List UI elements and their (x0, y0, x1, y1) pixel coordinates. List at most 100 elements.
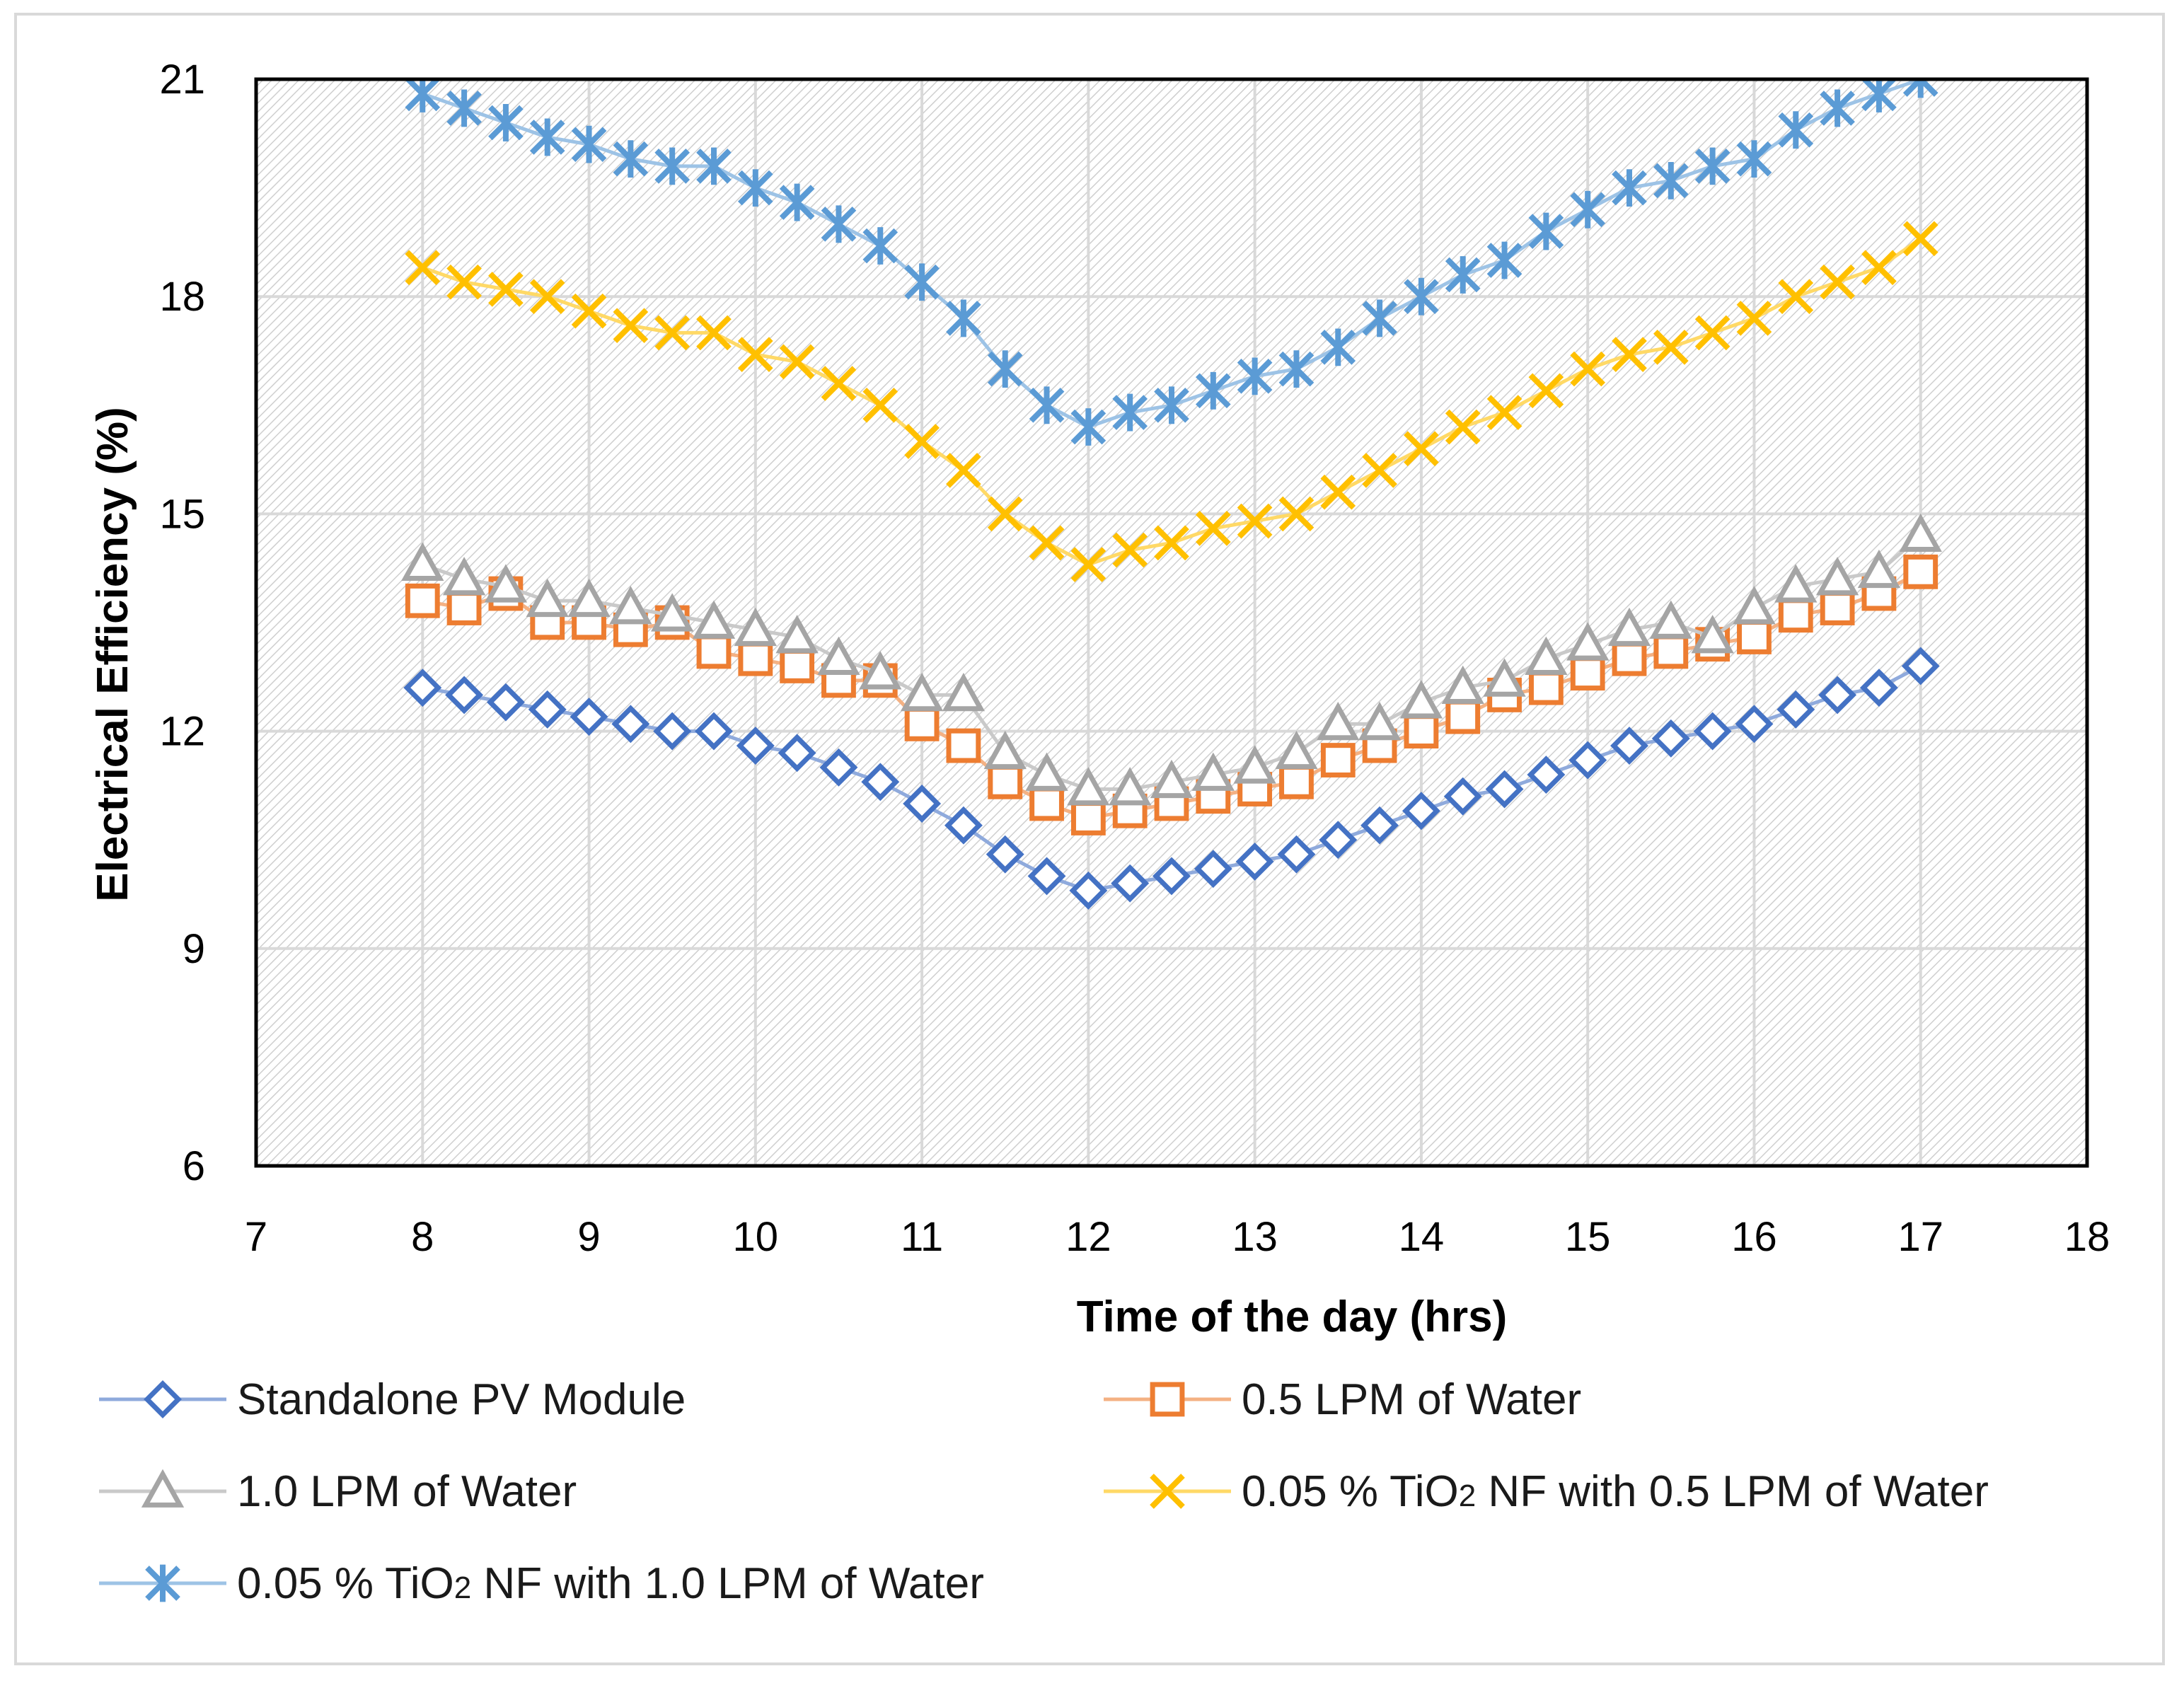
y-tick-label: 9 (183, 926, 205, 972)
data-point-star (145, 1564, 180, 1602)
data-point-square (1150, 1382, 1185, 1417)
series-4 (405, 79, 1939, 446)
legend-label-rest: NF with 0.5 LPM of Water (1476, 1467, 1989, 1516)
data-point-star (613, 140, 649, 178)
data-point-star (1902, 79, 1939, 98)
data-point-diamond (1527, 756, 1566, 794)
data-point-star (1278, 350, 1315, 388)
data-point-star (488, 104, 524, 141)
data-point-x (904, 424, 940, 459)
data-point-star (987, 350, 1023, 388)
data-point-diamond (1277, 835, 1316, 874)
data-point-star (571, 125, 607, 163)
data-point-star (1778, 111, 1814, 149)
data-point-square (1778, 598, 1813, 633)
series-2 (401, 513, 1942, 806)
data-point-triangle (1525, 636, 1568, 676)
data-point-diamond (445, 676, 484, 715)
data-point-diamond (611, 705, 650, 744)
data-point-triangle (1150, 759, 1194, 799)
data-point-diamond (819, 748, 858, 787)
data-point-diamond (1402, 792, 1440, 831)
data-point-star (862, 227, 899, 265)
x-tick-label: 15 (1565, 1214, 1611, 1260)
data-point-x (1694, 315, 1731, 351)
data-point-star (904, 263, 940, 301)
data-point-triangle (692, 600, 736, 639)
data-point-star (1112, 393, 1148, 432)
data-point-square (1404, 714, 1439, 749)
x-tick-label: 17 (1897, 1214, 1943, 1260)
data-point-square (1612, 641, 1647, 676)
data-point-diamond (1027, 857, 1066, 896)
legend-label-text: Standalone PV Module (237, 1375, 686, 1424)
data-point-x (1612, 337, 1647, 372)
series-3 (405, 221, 1939, 582)
data-point-star (696, 147, 732, 185)
legend-label: 1.0 LPM of Water (237, 1467, 577, 1516)
data-point-x (1528, 373, 1564, 409)
data-point-x (1070, 547, 1107, 582)
data-point-diamond (570, 698, 608, 736)
y-tick-label: 12 (159, 709, 205, 755)
data-point-triangle (1566, 622, 1610, 661)
data-point-square (1820, 591, 1855, 625)
data-point-triangle (526, 578, 569, 618)
data-point-star (1612, 169, 1647, 207)
data-point-diamond (1443, 777, 1482, 816)
x-tick-label: 12 (1065, 1214, 1111, 1260)
data-point-triangle (859, 651, 902, 690)
legend-label-subscript: 2 (1459, 1479, 1476, 1513)
data-point-star (1029, 386, 1065, 424)
data-point-diamond (778, 734, 816, 773)
x-tick-label: 13 (1232, 1214, 1278, 1260)
data-point-square (1445, 699, 1481, 734)
data-point-diamond (944, 806, 983, 845)
data-point-triangle (1233, 745, 1276, 784)
data-point-diamond (1194, 850, 1232, 889)
legend: Standalone PV Module 0.5 LPM of Water 1.0 … (99, 1375, 1989, 1608)
data-point-diamond (528, 690, 567, 729)
data-point-square (1737, 620, 1772, 654)
data-point-star (1237, 357, 1273, 395)
data-point-triangle (442, 557, 486, 596)
data-point-triangle (1441, 665, 1484, 705)
legend-label-subscript: 2 (454, 1571, 471, 1605)
legend-item: 1.0 LPM of Water (99, 1467, 577, 1516)
data-point-triangle (1733, 586, 1776, 625)
data-point-square (1029, 786, 1064, 821)
data-point-star (1653, 161, 1689, 199)
data-point-x (654, 315, 691, 351)
data-point-x (1902, 221, 1939, 257)
data-point-star (446, 89, 482, 127)
data-point-diamond (1818, 676, 1857, 715)
data-point-diamond (1693, 712, 1732, 751)
data-point-star (821, 205, 857, 243)
data-point-x (1861, 250, 1897, 286)
data-point-square (405, 583, 440, 618)
data-point-star (1820, 89, 1855, 127)
data-point-diamond (1735, 705, 1774, 744)
x-tick-label: 10 (733, 1214, 779, 1260)
data-point-triangle (651, 593, 694, 632)
data-point-star (1362, 299, 1397, 337)
data-point-triangle (734, 607, 777, 647)
data-point-square (1279, 764, 1314, 799)
data-point-triangle (1483, 658, 1526, 697)
data-point-star (529, 118, 565, 156)
data-point-square (1320, 743, 1356, 777)
x-tick-label: 9 (577, 1214, 600, 1260)
data-point-diamond (1901, 647, 1940, 686)
data-point-triangle (1025, 752, 1068, 791)
data-point-star (1528, 212, 1564, 250)
x-tick-label: 7 (245, 1214, 267, 1260)
data-point-diamond (903, 785, 942, 823)
data-point-x (1195, 511, 1231, 546)
data-point-triangle (1649, 600, 1692, 639)
data-point-x (1150, 1474, 1185, 1509)
series-layer (401, 79, 1942, 910)
data-point-star (654, 147, 691, 185)
data-point-star (1195, 371, 1231, 410)
data-point-square (904, 706, 940, 741)
x-tick-label: 18 (2064, 1214, 2110, 1260)
